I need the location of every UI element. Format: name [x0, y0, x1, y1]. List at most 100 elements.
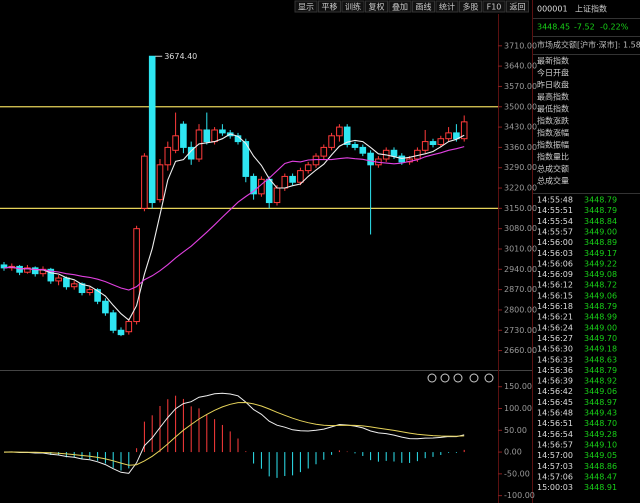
toolbar-label[interactable]: 返回: [510, 3, 526, 12]
tick-time: 14:56:54: [537, 430, 573, 439]
tick-time: 14:56:12: [537, 281, 573, 290]
candle-body: [390, 149, 398, 157]
candle-body: [421, 141, 429, 151]
chart-tools: [427, 373, 494, 383]
tick-time: 14:56:45: [537, 398, 573, 407]
y-tick-label: 2800.00: [504, 305, 537, 314]
tool-icon[interactable]: [453, 373, 463, 383]
info-label: 指数量比: [537, 152, 569, 162]
tick-price: 3449.17: [584, 249, 617, 258]
toolbar-label[interactable]: 多股: [463, 2, 479, 12]
tick-time: 14:57:03: [537, 462, 573, 471]
info-label: 昨日收盘: [537, 80, 569, 90]
y-tick-label: -50.00: [504, 469, 530, 478]
tick-price: 3448.99: [584, 313, 617, 322]
tick-time: 14:56:48: [537, 409, 573, 418]
tick-time: 14:56:33: [537, 355, 573, 364]
toolbar-button[interactable]: [365, 0, 388, 13]
y-tick-label: 3710.00: [504, 41, 537, 50]
y-tick-label: 3430.00: [504, 123, 537, 132]
candle-body: [86, 289, 94, 294]
tool-icon[interactable]: [469, 373, 479, 383]
info-label: 最低指数: [537, 104, 569, 114]
candle-body: [297, 170, 304, 183]
candle-body: [328, 135, 335, 148]
toolbar-label[interactable]: 画线: [416, 2, 432, 12]
toolbar-button[interactable]: [294, 0, 318, 13]
tool-icon[interactable]: [484, 373, 494, 383]
candle-body: [359, 146, 367, 154]
toolbar-button[interactable]: [459, 0, 482, 13]
toolbar-label[interactable]: 训练: [345, 2, 361, 12]
info-label: 今日开盘: [537, 68, 569, 78]
toolbar-label[interactable]: 显示: [298, 3, 314, 12]
tick-price: 3449.00: [584, 227, 617, 236]
tool-icon[interactable]: [427, 373, 437, 383]
tick-time: 14:57:00: [537, 451, 573, 460]
candle-body: [351, 143, 359, 148]
candle-body: [445, 132, 452, 140]
candle-body: [63, 277, 70, 288]
tick-time: 14:56:24: [537, 323, 573, 332]
tick-price: 3449.08: [584, 270, 617, 279]
toolbar-button[interactable]: [412, 0, 435, 13]
info-label: 指数涨幅: [537, 128, 569, 138]
tick-price: 3449.18: [584, 345, 617, 354]
tick-time: 14:55:57: [537, 227, 573, 236]
macd-dif: [3, 392, 465, 474]
tool-icon[interactable]: [440, 373, 450, 383]
candle-body: [289, 175, 296, 183]
toolbar-label[interactable]: F10: [487, 3, 502, 12]
y-tick-label: 150.00: [504, 382, 532, 391]
y-tick-label: 3640.00: [504, 62, 537, 71]
moving-average: [3, 146, 465, 291]
toolbar-button[interactable]: [388, 0, 412, 13]
candle-body: [460, 121, 468, 140]
tick-time: 14:56:51: [537, 419, 573, 428]
info-label: 总成交量: [537, 176, 569, 186]
candle-body: [148, 55, 156, 204]
y-tick-label: 3220.00: [504, 184, 537, 193]
candle-body: [312, 155, 320, 166]
toolbar-button[interactable]: [318, 0, 341, 13]
tick-time: 14:55:51: [537, 206, 573, 215]
y-tick-label: 3080.00: [504, 224, 537, 233]
macd-dea: [3, 401, 465, 466]
y-tick-label: 0.00: [504, 448, 522, 457]
candle-body: [265, 178, 273, 204]
tick-time: 14:57:06: [537, 472, 573, 481]
candle-body: [336, 126, 343, 137]
info-label: 总成交额: [537, 164, 569, 174]
tick-price: 3449.05: [584, 451, 617, 460]
info-label: 指数振幅: [537, 140, 569, 150]
tick-time: 14:56:21: [537, 313, 573, 322]
tick-price: 3448.63: [584, 355, 617, 364]
tick-time: 14:55:48: [537, 196, 573, 205]
candle-body: [180, 123, 187, 148]
toolbar-button[interactable]: [341, 0, 365, 13]
tick-price: 3448.86: [584, 462, 617, 471]
info-label: 指数涨跌: [537, 116, 569, 126]
tick-price: 3448.79: [584, 366, 617, 375]
y-tick-label: 3010.00: [504, 244, 537, 253]
candle-body: [429, 141, 437, 145]
info-label: 最高指数: [537, 92, 569, 102]
toolbar-button[interactable]: [435, 0, 459, 13]
candle-body: [141, 155, 148, 209]
candle-body: [24, 267, 31, 273]
candle-body: [211, 129, 218, 143]
candle-body: [172, 135, 179, 151]
toolbar-label[interactable]: 平移: [322, 2, 338, 12]
y-tick-label: 2940.00: [504, 265, 537, 274]
toolbar-label[interactable]: 统计: [439, 2, 455, 12]
candle-body: [55, 277, 62, 282]
toolbar-label[interactable]: 复权: [369, 2, 385, 12]
toolbar-button[interactable]: [482, 0, 506, 13]
tick-time: 14:55:54: [537, 217, 573, 226]
toolbar-button[interactable]: [506, 0, 529, 13]
y-tick-label: 3500.00: [504, 102, 537, 111]
toolbar-label[interactable]: 叠加: [392, 2, 408, 12]
quote-code: 000001: [537, 5, 568, 14]
